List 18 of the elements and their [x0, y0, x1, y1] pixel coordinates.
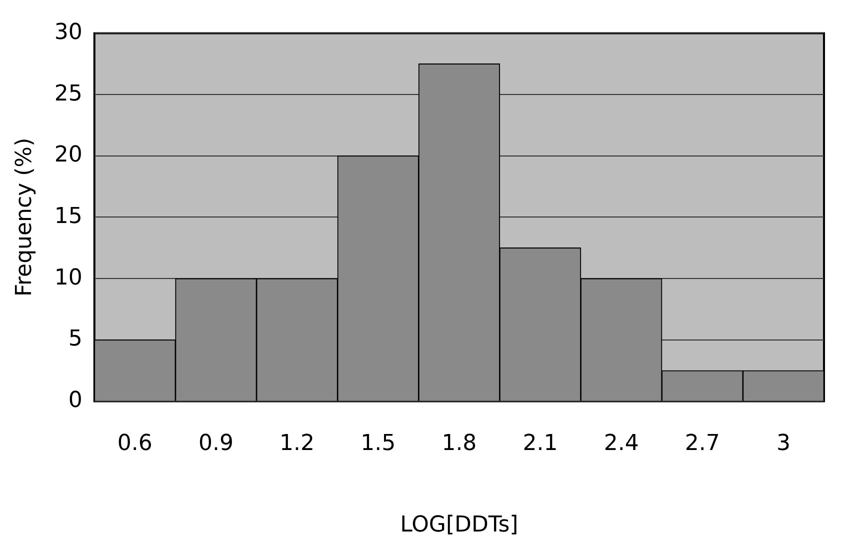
x-tick-label: 1.8	[442, 431, 477, 456]
y-tick-label: 20	[54, 142, 82, 168]
x-tick-label: 2.7	[684, 431, 720, 456]
x-tick-label: 1.5	[360, 431, 396, 456]
x-tick-label: 1.2	[280, 431, 315, 456]
y-tick-label: 25	[54, 81, 82, 106]
y-tick-label: 30	[54, 20, 82, 45]
x-tick-label: 2.4	[604, 431, 639, 456]
x-tick-label: 0.6	[117, 431, 152, 456]
x-tick-label: 0.9	[198, 431, 234, 456]
x-tick-label: 3	[776, 431, 790, 456]
y-tick-label: 0	[68, 388, 82, 413]
x-tick-label: 2.1	[522, 431, 558, 456]
y-tick-label: 10	[54, 265, 82, 290]
y-tick-label: 5	[68, 326, 82, 352]
y-tick-label: 15	[54, 204, 82, 229]
y-axis-title: Frequency (%)	[12, 138, 37, 297]
x-axis-title: LOG[DDTs]	[400, 512, 518, 538]
